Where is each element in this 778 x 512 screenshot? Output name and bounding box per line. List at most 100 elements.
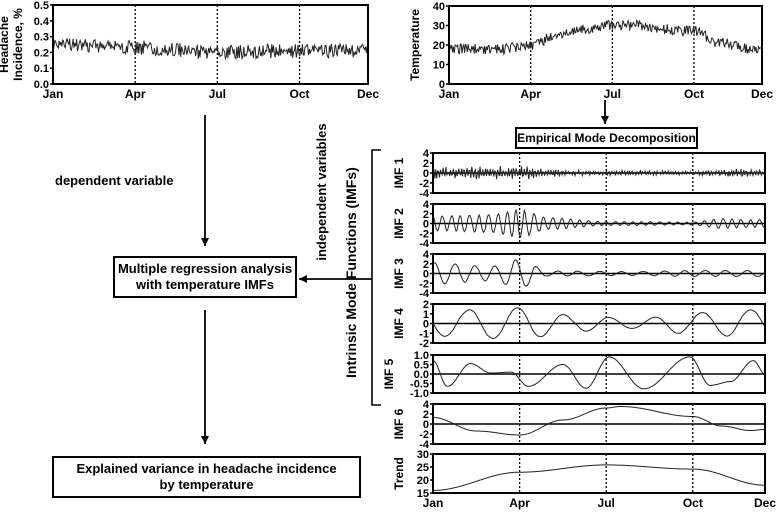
y-axis-label: Trend — [392, 457, 406, 490]
arrow-head — [201, 238, 209, 246]
x-tick-label: Jul — [209, 87, 226, 101]
y-axis-label: IMF 5 — [382, 358, 396, 389]
chart-headache: 0.0 0.1 0.2 0.3 0.4 0.5 Headache Incidence, % Ja… — [0, 0, 379, 101]
y-tick-label: -4 — [419, 439, 430, 451]
x-tick-label: Apr — [520, 87, 541, 101]
result-box: Explained variance in headache incidence… — [52, 456, 361, 498]
y-tick-label: -4 — [419, 288, 430, 300]
y-axis-label: IMF 1 — [392, 157, 406, 188]
y-tick-label: 4 — [423, 399, 430, 411]
y-tick-label: 0 — [423, 269, 429, 281]
y-tick-label: 0 — [423, 168, 429, 180]
x-tick-label: Oct — [683, 496, 703, 510]
y-tick-label: 20 — [417, 475, 429, 487]
x-tick-label: Apr — [509, 496, 530, 510]
chart-imf4: 210-1-2 IMF 4 — [392, 299, 766, 350]
chart-temperature: 0 10 20 30 40 Temperature Jan Apr Jul Oct Dec — [408, 1, 773, 101]
y-tick-label: -4 — [419, 188, 430, 200]
chart-imf3: 420-2-4 IMF 3 — [392, 249, 766, 300]
x-tick-label: Jul — [598, 496, 615, 510]
independent-variables-label: independent variables — [314, 123, 329, 261]
y-tick-label: 1.0 — [414, 350, 429, 362]
y-tick-label: 0.5 — [414, 360, 429, 372]
y-tick-label: 30 — [433, 21, 445, 33]
y-tick-label: 4 — [423, 148, 430, 160]
series-line-imf1 — [432, 165, 766, 180]
y-axis-label: IMF 6 — [392, 408, 406, 439]
series-line-headache — [52, 38, 369, 61]
y-tick-label: 25 — [417, 462, 429, 474]
chart-imf6: 420-2-4 IMF 6 — [392, 399, 766, 451]
y-axis-label: Incidence, % — [11, 8, 25, 81]
y-tick-label: 0.4 — [34, 16, 50, 28]
y-tick-label: 2 — [423, 158, 429, 170]
arrow-head — [201, 436, 209, 444]
dependent-variable-label: dependent variable — [55, 173, 174, 188]
chart-imf1: 420-2-4 IMF 1 — [392, 148, 766, 200]
series-line-imf2 — [432, 208, 766, 239]
x-tick-label: Jan — [439, 87, 460, 101]
emd-arrow — [601, 100, 609, 124]
y-tick-label: 2 — [423, 299, 429, 311]
y-tick-label: 0.5 — [34, 0, 49, 12]
result-line-1: Explained variance in headache incidence — [76, 461, 337, 476]
plot-frame — [432, 453, 766, 494]
arrow-head — [299, 275, 307, 283]
imf-bracket — [371, 149, 381, 406]
y-tick-label: 15 — [417, 488, 429, 500]
y-tick-label: -2 — [419, 278, 429, 290]
x-tick-label: Oct — [290, 87, 310, 101]
y-axis-label: Temperature — [408, 9, 422, 81]
x-tick-label: Dec — [754, 496, 776, 510]
series-line-imf3 — [432, 259, 766, 287]
y-tick-label: -1 — [419, 328, 429, 340]
y-axis-label: IMF 3 — [392, 258, 406, 289]
y-tick-label: 0.2 — [34, 47, 49, 59]
y-tick-label: 0 — [423, 419, 429, 431]
regression-box: Multiple regression analysis with temper… — [113, 256, 297, 298]
series-line-imf4 — [432, 307, 766, 340]
y-tick-label: 0.3 — [34, 32, 49, 44]
series-line-imf6 — [433, 406, 765, 436]
series-line-temperature — [448, 19, 762, 56]
y-axis-label: IMF 4 — [392, 308, 406, 339]
x-tick-label: Apr — [125, 87, 146, 101]
regression-line-2: with temperature IMFs — [136, 277, 274, 292]
y-tick-label: 40 — [433, 1, 445, 13]
series-line-imf5 — [432, 356, 766, 390]
y-tick-label: -0.5 — [410, 379, 429, 391]
y-tick-label: -4 — [419, 238, 430, 250]
x-tick-label: Jul — [604, 87, 621, 101]
x-tick-label: Jan — [423, 496, 444, 510]
y-tick-label: 10 — [433, 60, 445, 72]
y-tick-label: -2 — [419, 338, 429, 350]
dependent-arrow — [201, 115, 209, 246]
x-tick-label: Oct — [684, 87, 704, 101]
result-arrow — [201, 310, 209, 444]
arrow-head — [601, 116, 609, 124]
y-tick-label: -2 — [419, 228, 429, 240]
y-tick-label: 2 — [423, 259, 429, 271]
imf-bracket-label: Intrinsic Mode Functions (IMFs) — [343, 167, 359, 378]
y-tick-label: 0.0 — [414, 369, 429, 381]
y-tick-label: 30 — [417, 449, 429, 461]
y-tick-label: 4 — [423, 199, 430, 211]
chart-imf5: 1.00.50.0-0.5-1.0 IMF 5 — [382, 350, 766, 400]
y-tick-label: -1.0 — [410, 388, 429, 400]
y-tick-label: -2 — [419, 429, 429, 441]
x-tick-label: Jan — [43, 87, 64, 101]
y-tick-label: 0.0 — [34, 79, 49, 91]
chart-imf2: 420-2-4 IMF 2 — [392, 199, 766, 250]
y-axis-label: Headache — [0, 16, 11, 73]
series-line-trend — [433, 464, 765, 491]
result-line-2: by temperature — [159, 477, 254, 492]
y-tick-label: 2 — [423, 209, 429, 221]
x-tick-label: Dec — [357, 87, 379, 101]
y-axis-label: IMF 2 — [392, 208, 406, 239]
y-tick-label: 0 — [423, 319, 429, 331]
y-tick-label: -2 — [419, 178, 429, 190]
independent-arrow — [299, 275, 372, 283]
